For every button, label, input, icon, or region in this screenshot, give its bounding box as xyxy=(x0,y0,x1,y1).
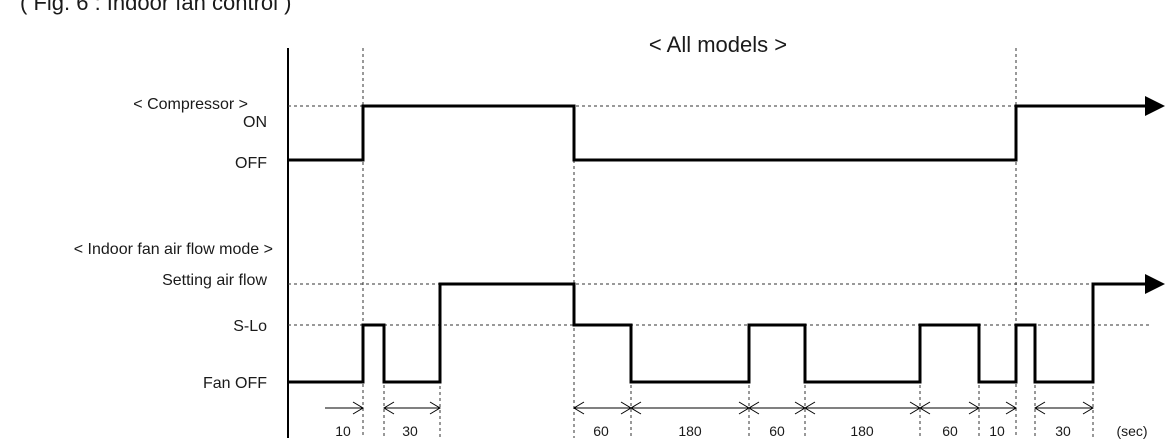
interval-label: 60 xyxy=(593,423,609,439)
fan-off-label: Fan OFF xyxy=(203,375,267,392)
dimension-arrowhead xyxy=(1034,401,1046,415)
dimension-arrowhead xyxy=(573,401,585,415)
indoor-fan-heading: < Indoor fan air flow mode > xyxy=(74,241,273,258)
dimension-arrowhead xyxy=(630,401,642,415)
dimension-arrowhead xyxy=(1005,401,1017,415)
interval-label: 30 xyxy=(1055,423,1071,439)
compressor-on-label: ON xyxy=(243,114,267,131)
compressor-off-label: OFF xyxy=(235,155,267,172)
horizontal-guides xyxy=(288,105,1150,326)
interval-label: 180 xyxy=(678,423,702,439)
dimension-arrowhead xyxy=(429,401,441,415)
interval-label: 180 xyxy=(850,423,874,439)
diagram-title: < All models > xyxy=(649,32,787,57)
time-unit-label: (sec) xyxy=(1116,423,1147,439)
dimension-arrowhead xyxy=(383,401,395,415)
interval-label: 30 xyxy=(402,423,418,439)
dimension-arrowhead xyxy=(919,401,931,415)
compressor-waveform xyxy=(288,104,1145,162)
dimension-arrowhead xyxy=(352,401,364,415)
timing-dimensions xyxy=(325,401,1094,415)
dimension-arrowhead xyxy=(804,401,816,415)
setting-air-flow-label: Setting air flow xyxy=(162,272,267,289)
indoor-fan-arrow-icon xyxy=(1145,274,1165,294)
interval-label: 10 xyxy=(335,423,351,439)
interval-label: 60 xyxy=(769,423,785,439)
compressor-heading: < Compressor > xyxy=(133,96,248,113)
indoor-fan-waveform xyxy=(288,282,1145,384)
dimension-arrowhead xyxy=(1082,401,1094,415)
slo-label: S-Lo xyxy=(233,318,267,335)
interval-label: 60 xyxy=(942,423,958,439)
figure-caption: ( Fig. 6 : Indoor fan control ) xyxy=(20,0,291,15)
interval-label: 10 xyxy=(989,423,1005,439)
compressor-arrow-icon xyxy=(1145,96,1165,116)
dimension-arrowhead xyxy=(748,401,760,415)
interval-labels: 10 30 60 180 60 180 60 10 30 (sec) xyxy=(335,423,1147,439)
